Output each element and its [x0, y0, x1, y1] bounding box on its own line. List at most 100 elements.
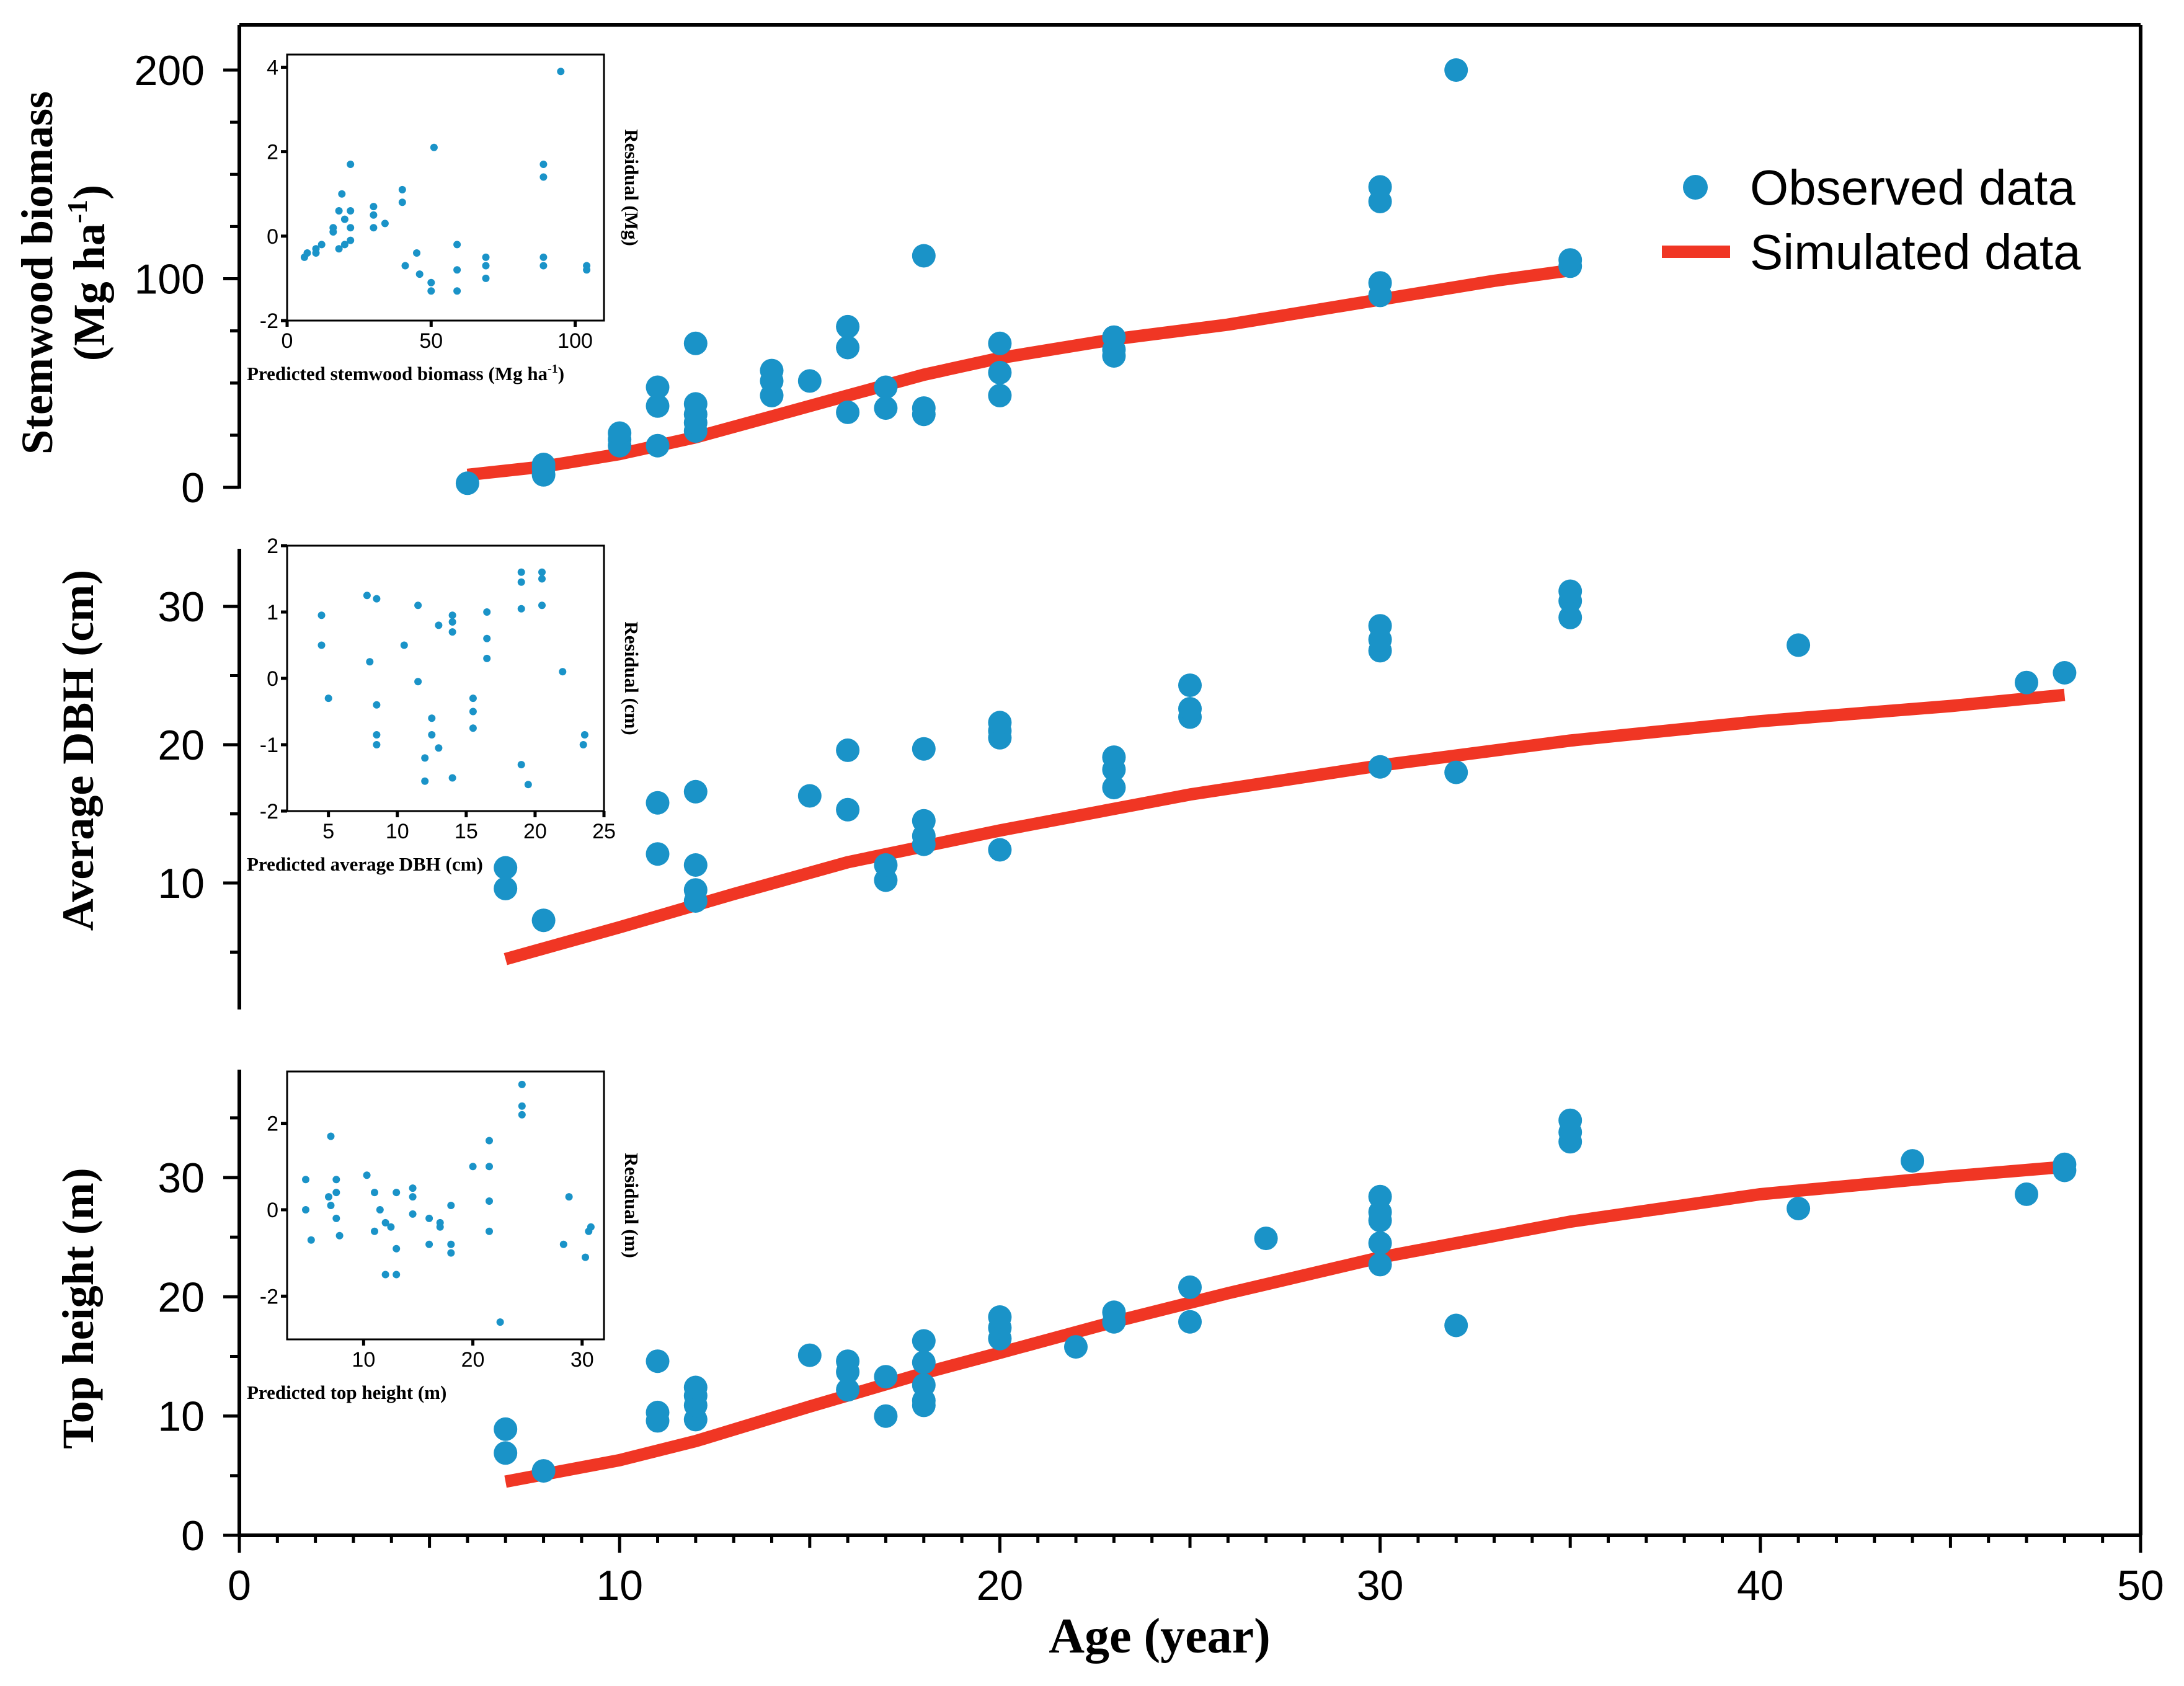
stemwood-residual-point: [335, 207, 343, 215]
height-inset-x-tick-label: 20: [461, 1348, 485, 1372]
dbh-observed-point: [646, 791, 670, 815]
dbh-residual-point: [517, 605, 525, 613]
height-inset-y-tick-label: 0: [267, 1199, 278, 1222]
stemwood-inset-y-tick-label: 2: [267, 141, 278, 164]
dbh-observed-point: [797, 784, 822, 808]
dbh-observed-point: [2053, 661, 2077, 685]
height-residual-point: [327, 1202, 335, 1209]
height-residual-point: [486, 1197, 493, 1205]
x-tick-label: 40: [1737, 1562, 1784, 1609]
height-residual-point: [393, 1271, 401, 1279]
dbh-inset-x-tick-label: 25: [592, 820, 616, 843]
height-observed-point: [646, 1400, 670, 1424]
stemwood-observed-point: [1444, 58, 1468, 82]
stemwood-observed-point: [988, 331, 1012, 355]
stemwood-residual-point: [347, 161, 355, 168]
dbh-y-tick-label: 30: [158, 583, 205, 631]
height-inset-x-tick-label: 10: [352, 1348, 375, 1372]
dbh-residual-point: [363, 592, 371, 600]
stemwood-observed-point: [836, 335, 860, 360]
dbh-inset-frame: [286, 544, 605, 812]
dbh-residual-point: [366, 658, 374, 666]
stemwood-inset-y-tick-label: 4: [267, 56, 278, 79]
height-residual-inset: 10 20 30 -2 0 2 Predicted top height (m) Residu…: [247, 1070, 642, 1403]
height-observed-point: [1368, 1253, 1392, 1277]
height-inset-y-label: Residual (m): [621, 1153, 642, 1258]
height-residual-point: [332, 1176, 340, 1184]
legend: Observed data Simulated data: [1662, 160, 2081, 280]
dbh-observed-point: [1558, 579, 1583, 603]
x-axis-title: Age (year): [1049, 1609, 1271, 1664]
dbh-residual-point: [517, 761, 525, 769]
dbh-residual-point: [483, 608, 491, 616]
height-observed-point: [1254, 1227, 1278, 1251]
dbh-residual-point: [428, 714, 436, 722]
stemwood-y-tick-label: 100: [135, 256, 205, 303]
dbh-residual-point: [317, 641, 326, 649]
stemwood-residual-point: [427, 278, 435, 286]
stemwood-residual-point: [453, 266, 461, 274]
dbh-observed-point: [683, 878, 708, 902]
height-inset-x-tick-label: 30: [570, 1348, 594, 1372]
dbh-residual-point: [538, 601, 546, 610]
height-y-tick-label: 10: [158, 1393, 205, 1440]
dbh-residual-point: [435, 621, 443, 629]
height-observed-point: [1368, 1184, 1392, 1209]
stemwood-residual-point: [453, 241, 461, 249]
stemwood-residual-point: [453, 287, 461, 295]
stemwood-inset-y-tick-label: 0: [267, 225, 278, 249]
height-observed-point: [2015, 1182, 2038, 1206]
dbh-observed-point: [683, 853, 708, 877]
dbh-residual-point: [538, 568, 546, 576]
dbh-residual-point: [517, 568, 525, 576]
dbh-observed-point: [1558, 605, 1583, 629]
stemwood-y-title: Stemwood biomass: [12, 91, 62, 455]
dbh-residual-point: [428, 731, 436, 739]
height-observed-point: [797, 1343, 822, 1367]
height-residual-point: [447, 1240, 455, 1248]
stemwood-observed-point: [1102, 325, 1126, 349]
height-residual-point: [425, 1240, 433, 1248]
height-residual-point: [381, 1218, 389, 1227]
height-observed-point: [494, 1417, 518, 1441]
height-y-title: Top height (m): [53, 1168, 103, 1449]
height-residual-point: [409, 1210, 417, 1218]
legend-observed-label: Observed data: [1750, 160, 2075, 215]
legend-simulated-label: Simulated data: [1750, 224, 2081, 280]
dbh-residual-point: [435, 744, 443, 752]
dbh-residual-point: [579, 741, 587, 748]
stemwood-observed-point: [1368, 175, 1392, 199]
dbh-residual-point: [517, 578, 525, 586]
height-residual-point: [582, 1253, 589, 1261]
dbh-y-title: Average DBH (cm): [53, 570, 103, 931]
dbh-residual-point: [421, 754, 429, 762]
stemwood-residual-point: [340, 215, 348, 223]
stemwood-residual-point: [430, 143, 438, 151]
stemwood-observed-point: [874, 375, 898, 399]
dbh-observed-point: [912, 809, 936, 833]
stemwood-observed-point: [608, 421, 632, 445]
dbh-observed-point: [683, 779, 708, 804]
x-tick-label: 0: [228, 1562, 251, 1609]
height-residual-point: [565, 1193, 573, 1201]
stemwood-observed-point: [531, 453, 556, 476]
stemwood-residual-point: [427, 287, 435, 295]
height-residual-point: [381, 1271, 389, 1279]
stemwood-residual-point: [381, 220, 389, 228]
stemwood-observed-point: [646, 375, 670, 399]
stemwood-residual-point: [539, 253, 548, 261]
height-residual-point: [307, 1236, 315, 1244]
dbh-residual-point: [414, 678, 422, 686]
height-observed-point: [874, 1365, 898, 1389]
stemwood-inset-y-tick-label: -2: [260, 309, 278, 333]
dbh-y-tick-label: 20: [158, 722, 205, 769]
legend-observed-marker: [1683, 175, 1708, 200]
height-observed-point: [836, 1378, 860, 1402]
dbh-residual-point: [448, 774, 456, 782]
stemwood-residual-point: [347, 224, 355, 232]
height-residual-point: [518, 1080, 526, 1088]
stemwood-observed-point: [1368, 271, 1392, 295]
dbh-residual-point: [524, 781, 532, 789]
x-tick-label: 10: [596, 1562, 643, 1609]
